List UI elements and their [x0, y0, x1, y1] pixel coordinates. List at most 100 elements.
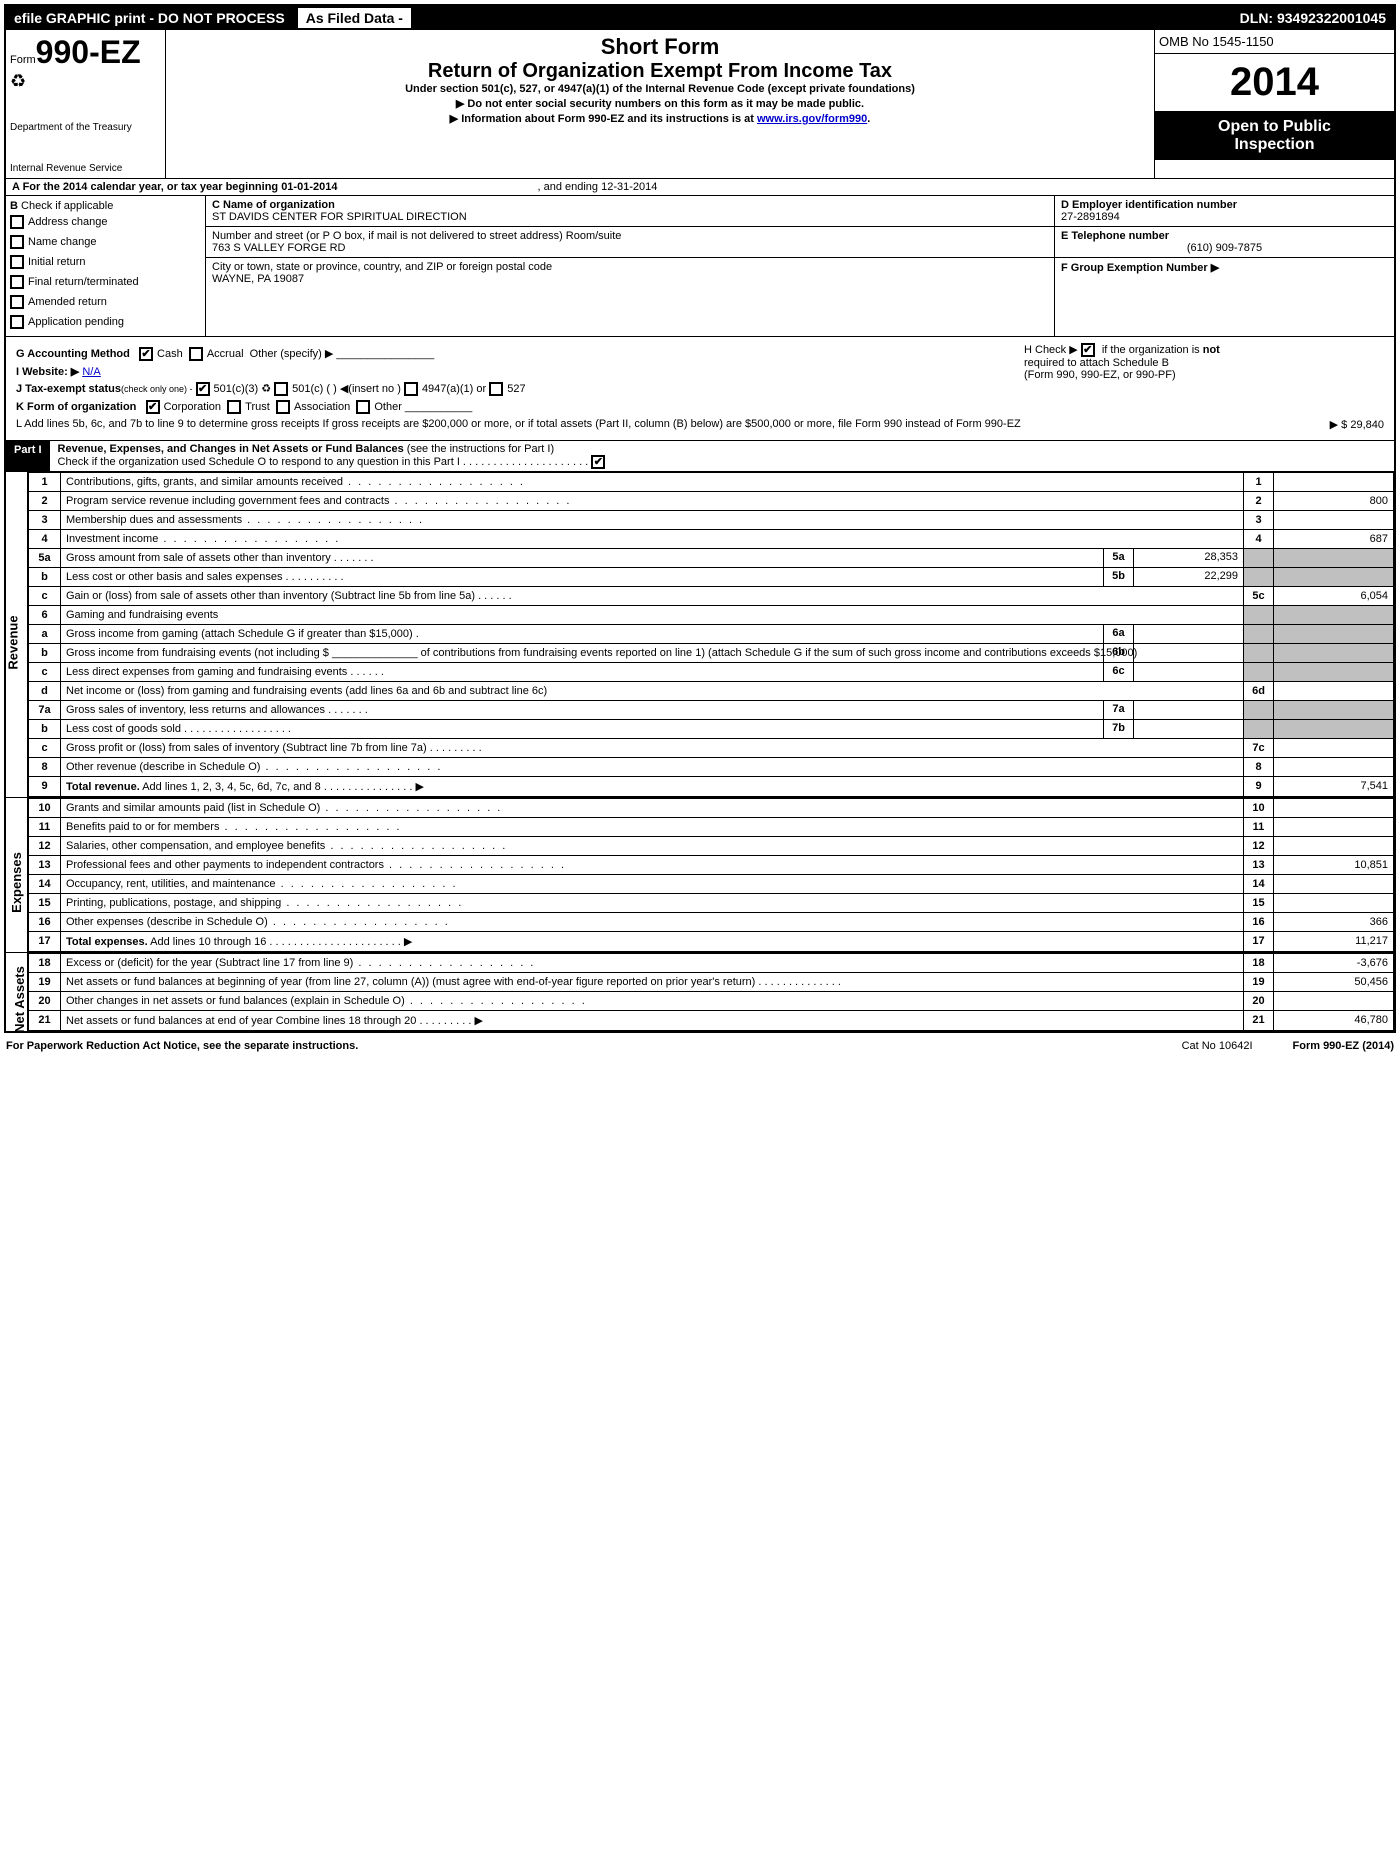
line-6a: aGross income from gaming (attach Schedu…: [29, 625, 1394, 644]
ein-label: D Employer identification number: [1061, 199, 1388, 211]
website-link[interactable]: N/A: [82, 366, 100, 378]
line-1: 1Contributions, gifts, grants, and simil…: [29, 473, 1394, 492]
chk-accrual[interactable]: [189, 347, 203, 361]
line-16: 16Other expenses (describe in Schedule O…: [29, 913, 1394, 932]
line-21: 21Net assets or fund balances at end of …: [29, 1011, 1394, 1031]
line-5c: cGain or (loss) from sale of assets othe…: [29, 587, 1394, 606]
mid-block: H Check ▶ ✔ if the organization is not r…: [6, 337, 1394, 441]
chk-address-change[interactable]: Address change: [10, 212, 201, 232]
chk-final-return[interactable]: Final return/terminated: [10, 272, 201, 292]
chk-corp[interactable]: ✔: [146, 400, 160, 414]
street-value: 763 S VALLEY FORGE RD: [212, 242, 1048, 254]
short-form-title: Short Form: [170, 34, 1150, 60]
paperwork-notice: For Paperwork Reduction Act Notice, see …: [6, 1040, 358, 1052]
line-a: A For the 2014 calendar year, or tax yea…: [6, 179, 1394, 196]
cat-no: Cat No 10642I: [1182, 1040, 1253, 1052]
efile-label: efile GRAPHIC print - DO NOT PROCESS: [6, 6, 293, 30]
form-header: Form990-EZ ♻ Department of the Treasury …: [6, 30, 1394, 179]
line-3: 3Membership dues and assessments3: [29, 511, 1394, 530]
netassets-table: 18Excess or (deficit) for the year (Subt…: [28, 953, 1394, 1031]
col-b: B Check if applicable Address change Nam…: [6, 196, 206, 336]
revenue-table: 1Contributions, gifts, grants, and simil…: [28, 472, 1394, 797]
part1-header: Part I Revenue, Expenses, and Changes in…: [6, 441, 1394, 472]
tax-year: 2014: [1155, 54, 1394, 112]
info-line: ▶ Information about Form 990-EZ and its …: [170, 112, 1150, 125]
line-8: 8Other revenue (describe in Schedule O)8: [29, 758, 1394, 777]
line-7c: cGross profit or (loss) from sales of in…: [29, 739, 1394, 758]
gross-receipts: $ 29,840: [1341, 419, 1384, 431]
line-l: L Add lines 5b, 6c, and 7b to line 9 to …: [16, 418, 1384, 430]
line-11: 11Benefits paid to or for members11: [29, 818, 1394, 837]
line-17: 17Total expenses. Add lines 10 through 1…: [29, 932, 1394, 952]
line-5b: bLess cost or other basis and sales expe…: [29, 568, 1394, 587]
subtitle: Under section 501(c), 527, or 4947(a)(1)…: [170, 83, 1150, 95]
line-13: 13Professional fees and other payments t…: [29, 856, 1394, 875]
chk-527[interactable]: [489, 382, 503, 396]
line-k: K Form of organization ✔Corporation Trus…: [16, 400, 1384, 414]
line-20: 20Other changes in net assets or fund ba…: [29, 992, 1394, 1011]
col-c: C Name of organization ST DAVIDS CENTER …: [206, 196, 1054, 336]
line-j: J Tax-exempt status(check only one) - ✔5…: [16, 382, 1384, 396]
chk-cash[interactable]: ✔: [139, 347, 153, 361]
chk-4947[interactable]: [404, 382, 418, 396]
ein-value: 27-2891894: [1061, 211, 1388, 223]
header-center: Short Form Return of Organization Exempt…: [166, 30, 1154, 178]
line-2: 2Program service revenue including gover…: [29, 492, 1394, 511]
phone-label: E Telephone number: [1061, 230, 1388, 242]
chk-name-change[interactable]: Name change: [10, 232, 201, 252]
line-12: 12Salaries, other compensation, and empl…: [29, 837, 1394, 856]
group-exemption-label: F Group Exemption Number ▶: [1061, 261, 1388, 274]
line-h: H Check ▶ ✔ if the organization is not r…: [1024, 343, 1384, 381]
chk-h[interactable]: ✔: [1081, 343, 1095, 357]
chk-trust[interactable]: [227, 400, 241, 414]
line-6c: cLess direct expenses from gaming and fu…: [29, 663, 1394, 682]
chk-application-pending[interactable]: Application pending: [10, 312, 201, 332]
ssn-warning: ▶ Do not enter social security numbers o…: [170, 97, 1150, 110]
org-name: ST DAVIDS CENTER FOR SPIRITUAL DIRECTION: [212, 211, 1048, 223]
chk-assoc[interactable]: [276, 400, 290, 414]
line-6: 6Gaming and fundraising events: [29, 606, 1394, 625]
line-10: 10Grants and similar amounts paid (list …: [29, 799, 1394, 818]
line-4: 4Investment income4687: [29, 530, 1394, 549]
line-7b: bLess cost of goods sold . . . . . . . .…: [29, 720, 1394, 739]
netassets-section: Net Assets 18Excess or (deficit) for the…: [6, 953, 1394, 1031]
irs-label: Internal Revenue Service: [10, 163, 161, 174]
omb-number: OMB No 1545-1150: [1155, 30, 1394, 54]
return-title: Return of Organization Exempt From Incom…: [170, 60, 1150, 83]
line-19: 19Net assets or fund balances at beginni…: [29, 973, 1394, 992]
chk-amended-return[interactable]: Amended return: [10, 292, 201, 312]
header-left: Form990-EZ ♻ Department of the Treasury …: [6, 30, 166, 178]
form-id-footer: Form 990-EZ (2014): [1293, 1040, 1395, 1052]
city-value: WAYNE, PA 19087: [212, 273, 1048, 285]
form-990ez: efile GRAPHIC print - DO NOT PROCESS As …: [4, 4, 1396, 1033]
netassets-side-label: Net Assets: [6, 953, 28, 1031]
revenue-section: Revenue 1Contributions, gifts, grants, a…: [6, 472, 1394, 798]
dln-label: DLN: 93492322001045: [1232, 6, 1394, 30]
chk-other-org[interactable]: [356, 400, 370, 414]
city-label: City or town, state or province, country…: [212, 261, 1048, 273]
expenses-section: Expenses 10Grants and similar amounts pa…: [6, 798, 1394, 953]
line-6d: dNet income or (loss) from gaming and fu…: [29, 682, 1394, 701]
line-15: 15Printing, publications, postage, and s…: [29, 894, 1394, 913]
revenue-side-label: Revenue: [6, 472, 28, 797]
header-right: OMB No 1545-1150 2014 Open to Public Ins…: [1154, 30, 1394, 178]
line-6b: bGross income from fundraising events (n…: [29, 644, 1394, 663]
expenses-side-label: Expenses: [6, 798, 28, 952]
chk-part1[interactable]: ✔: [591, 455, 605, 469]
org-name-label: C Name of organization: [212, 199, 1048, 211]
section-bcdef: B Check if applicable Address change Nam…: [6, 196, 1394, 337]
expenses-table: 10Grants and similar amounts paid (list …: [28, 798, 1394, 952]
phone-value: (610) 909-7875: [1061, 242, 1388, 254]
street-label: Number and street (or P O box, if mail i…: [212, 230, 1048, 242]
recycle-icon: ♻: [10, 71, 161, 92]
chk-501c3[interactable]: ✔: [196, 382, 210, 396]
open-public: Open to Public Inspection: [1155, 112, 1394, 160]
as-filed-label: As Filed Data -: [297, 7, 412, 29]
top-bar: efile GRAPHIC print - DO NOT PROCESS As …: [6, 6, 1394, 30]
form-number: Form990-EZ: [10, 34, 161, 71]
irs-link[interactable]: www.irs.gov/form990: [757, 113, 867, 125]
line-7a: 7aGross sales of inventory, less returns…: [29, 701, 1394, 720]
col-def: D Employer identification number 27-2891…: [1054, 196, 1394, 336]
chk-501c[interactable]: [274, 382, 288, 396]
chk-initial-return[interactable]: Initial return: [10, 252, 201, 272]
